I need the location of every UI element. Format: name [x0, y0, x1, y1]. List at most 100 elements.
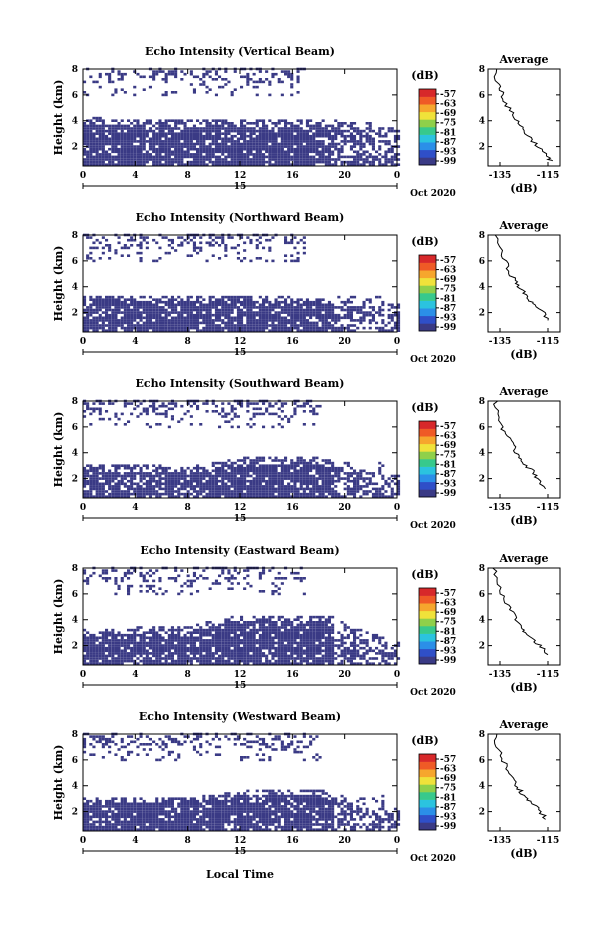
heatmap-cell	[393, 313, 397, 317]
heatmap-cell	[243, 140, 247, 143]
heatmap-cell	[92, 487, 96, 491]
heatmap-cell	[117, 306, 121, 309]
heatmap-cell	[164, 469, 168, 473]
heatmap-cell	[177, 150, 181, 154]
heatmap-cell	[284, 155, 288, 159]
heatmap-cell	[375, 326, 379, 330]
heatmap-cell	[280, 129, 284, 133]
heatmap-cell	[224, 490, 228, 493]
colorbar-segment	[419, 436, 436, 445]
heatmap-cell	[142, 308, 146, 312]
heatmap-cell	[105, 477, 109, 480]
heatmap-cell	[265, 464, 269, 467]
heatmap-cell	[384, 155, 388, 159]
heatmap-cell	[192, 158, 196, 161]
heatmap-cell	[371, 308, 375, 312]
heatmap-cell	[255, 300, 259, 304]
heatmap-cell	[101, 569, 105, 572]
heatmap-cell	[255, 492, 259, 496]
heatmap-cell	[312, 482, 316, 486]
heatmap-cell	[221, 238, 225, 242]
heatmap-cell	[108, 147, 112, 151]
heatmap-cell	[214, 479, 218, 483]
heatmap-cell	[353, 134, 357, 138]
heatmap-cell	[378, 134, 382, 138]
heatmap-cell	[186, 150, 190, 154]
heatmap-cell	[164, 319, 168, 322]
heatmap-cell	[148, 659, 152, 663]
heatmap-cell	[130, 628, 134, 632]
heatmap-cell	[155, 306, 159, 309]
heatmap-cell	[221, 306, 225, 309]
heatmap-cell	[384, 490, 388, 493]
heatmap-cell	[327, 326, 331, 330]
heatmap-cell	[196, 474, 200, 478]
heatmap-cell	[236, 155, 240, 159]
heatmap-cell	[152, 158, 156, 161]
heatmap-cell	[205, 623, 209, 627]
heatmap-cell	[155, 492, 159, 496]
heatmap-cell	[148, 158, 152, 161]
heatmap-cell	[315, 495, 319, 498]
heatmap-cell	[211, 639, 215, 642]
heatmap-cell	[315, 129, 319, 133]
heatmap-cell	[167, 324, 171, 327]
heatmap-cell	[208, 150, 212, 154]
heatmap-cell	[136, 495, 140, 498]
heatmap-cell	[208, 158, 212, 161]
heatmap-cell	[208, 308, 212, 312]
heatmap-cell	[177, 316, 181, 320]
heatmap-cell	[202, 646, 206, 650]
heatmap-cell	[296, 469, 300, 473]
heatmap-cell	[375, 321, 379, 325]
colorbar-segment	[419, 142, 436, 151]
heatmap-cell	[224, 321, 228, 325]
heatmap-cell	[114, 127, 118, 130]
heatmap-cell	[346, 492, 350, 496]
heatmap-cell	[145, 129, 149, 133]
heatmap-cell	[340, 129, 344, 133]
heatmap-cell	[296, 150, 300, 154]
heatmap-cell	[230, 479, 234, 483]
colorbar-tick-label: -69	[440, 109, 456, 119]
heatmap-cell	[277, 150, 281, 154]
heatmap-cell	[296, 303, 300, 307]
heatmap-cell	[183, 641, 187, 645]
heatmap-cell	[299, 487, 303, 491]
heatmap-cell	[174, 321, 178, 325]
heatmap-cell	[349, 311, 353, 314]
heatmap-cell	[105, 579, 109, 583]
heatmap-cell	[189, 636, 193, 640]
heatmap-cell	[127, 490, 131, 493]
heatmap-cell	[293, 469, 297, 473]
heatmap-cell	[353, 492, 357, 496]
heatmap-cell	[105, 657, 109, 660]
heatmap-cell	[255, 257, 259, 260]
heatmap-cell	[258, 150, 262, 154]
heatmap-cell	[293, 129, 297, 133]
x-tick-label: 16	[286, 337, 299, 347]
heatmap-cell	[130, 158, 134, 161]
heatmap-cell	[174, 306, 178, 309]
heatmap-cell	[346, 485, 350, 488]
heatmap-cell	[371, 319, 375, 322]
heatmap-cell	[327, 153, 331, 156]
heatmap-cell	[290, 313, 294, 317]
heatmap-cell	[208, 628, 212, 632]
heatmap-cell	[189, 633, 193, 637]
heatmap-cell	[318, 316, 322, 320]
heatmap-cell	[359, 495, 363, 498]
heatmap-cell	[327, 137, 331, 141]
heatmap-cell	[221, 140, 225, 143]
heatmap-cell	[318, 306, 322, 309]
heatmap-cell	[343, 308, 347, 312]
heatmap-cell	[199, 142, 203, 146]
heatmap-cell	[284, 319, 288, 322]
heatmap-cell	[240, 158, 244, 161]
colorbar-tick-label: -93	[440, 313, 456, 323]
heatmap-cell	[167, 158, 171, 161]
heatmap-cell	[108, 469, 112, 473]
heatmap-cell	[305, 479, 309, 483]
heatmap-cell	[164, 150, 168, 154]
heatmap-cell	[233, 472, 237, 475]
